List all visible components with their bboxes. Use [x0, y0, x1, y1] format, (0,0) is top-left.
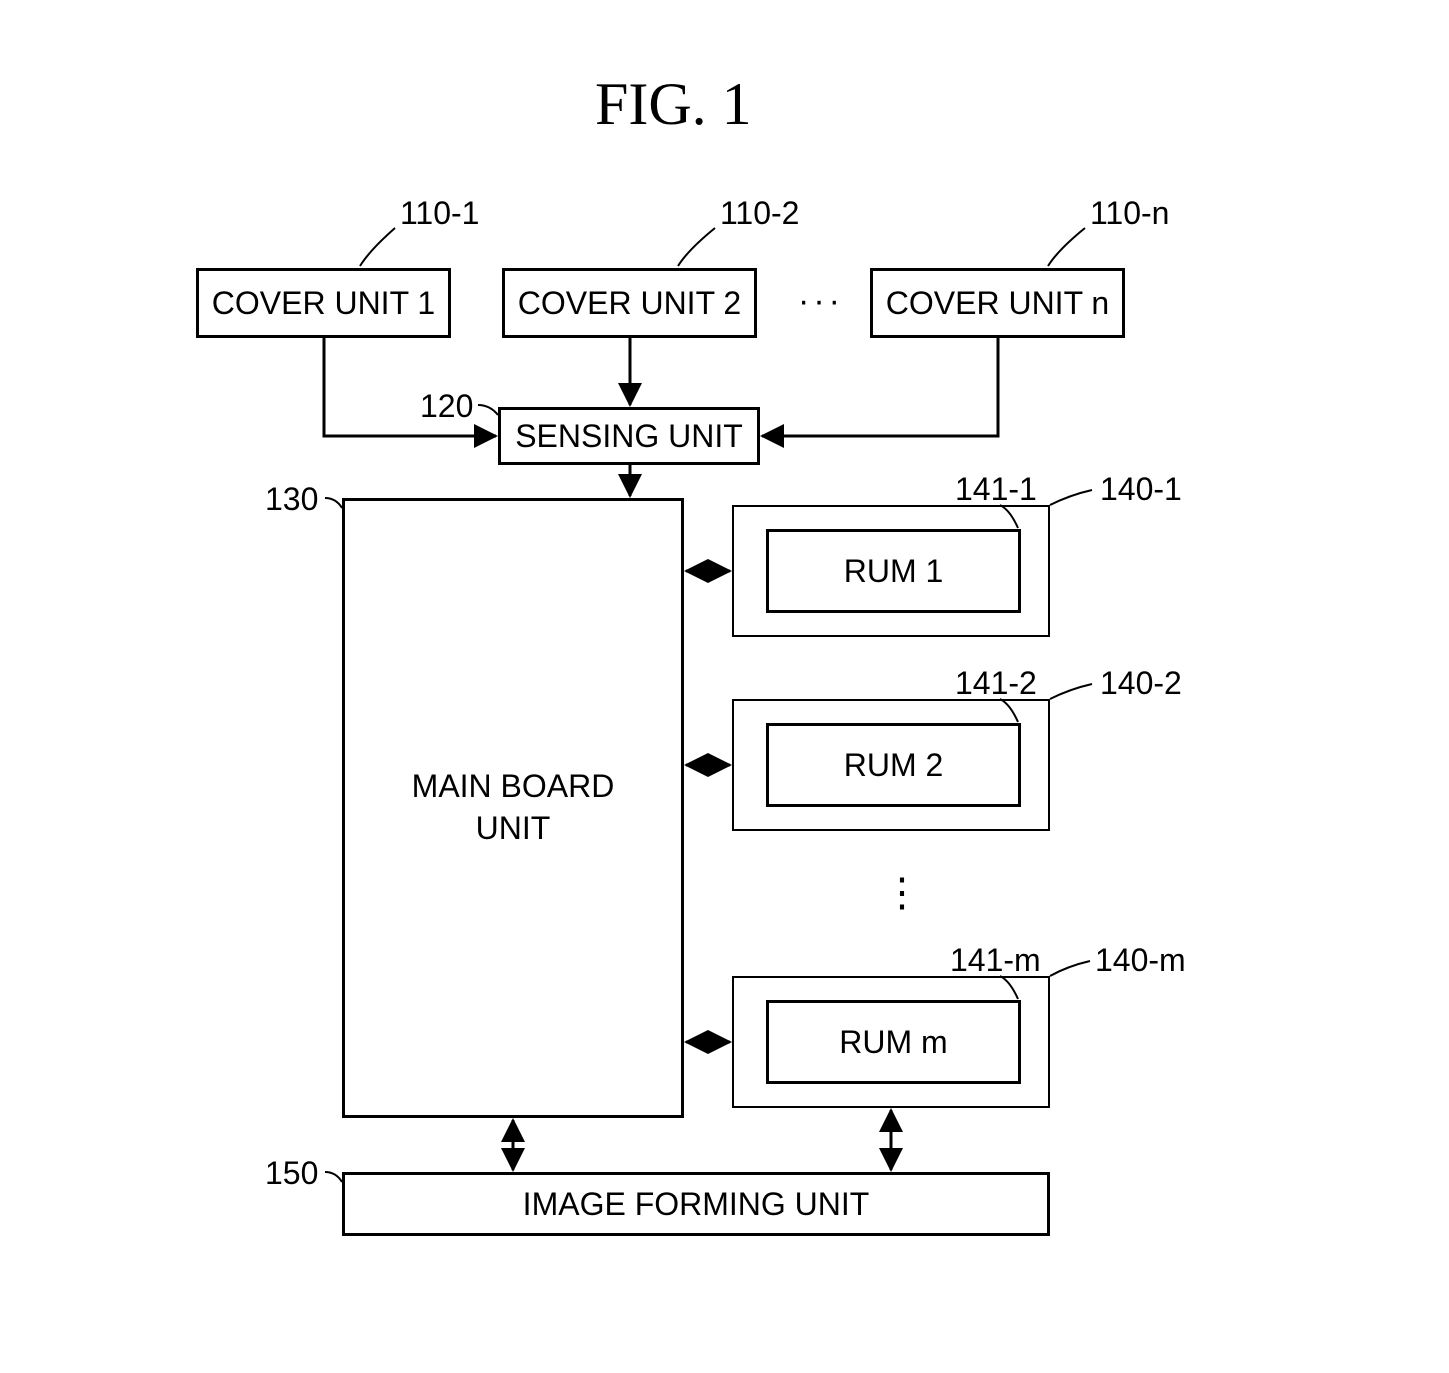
ref-label-141-m: 141-m	[950, 942, 1041, 979]
node-label: COVER UNIT n	[886, 285, 1109, 322]
node-rum-2: RUM 2	[766, 723, 1021, 807]
node-main-board-unit: MAIN BOARD UNIT	[342, 498, 684, 1118]
node-cover-unit-1: COVER UNIT 1	[196, 268, 451, 338]
node-rum-1: RUM 1	[766, 529, 1021, 613]
node-label: RUM 1	[844, 553, 944, 590]
ref-label-110-2: 110-2	[720, 195, 799, 232]
ref-label-140-m: 140-m	[1095, 942, 1186, 979]
ref-label-130: 130	[265, 481, 318, 518]
figure-title: FIG. 1	[595, 70, 752, 139]
node-cover-unit-n: COVER UNIT n	[870, 268, 1125, 338]
ref-label-110-n: 110-n	[1090, 195, 1169, 232]
ellipsis-cover-units: ···	[798, 282, 844, 321]
node-cover-unit-2: COVER UNIT 2	[502, 268, 757, 338]
node-label: RUM m	[839, 1024, 947, 1061]
node-label: COVER UNIT 2	[518, 285, 741, 322]
ref-label-120: 120	[420, 388, 473, 425]
node-label: RUM 2	[844, 747, 944, 784]
node-label: COVER UNIT 1	[212, 285, 435, 322]
node-image-forming-unit: IMAGE FORMING UNIT	[342, 1172, 1050, 1236]
node-rum-m: RUM m	[766, 1000, 1021, 1084]
diagram-canvas: FIG. 1 COVER UNIT 1 COVER UNIT 2 COVER U…	[0, 0, 1449, 1373]
ref-label-140-2: 140-2	[1100, 665, 1182, 702]
ref-label-141-1: 141-1	[955, 471, 1037, 508]
ref-label-150: 150	[265, 1155, 318, 1192]
node-label: IMAGE FORMING UNIT	[523, 1186, 870, 1223]
ref-label-140-1: 140-1	[1100, 471, 1182, 508]
ref-label-110-1: 110-1	[400, 195, 479, 232]
ellipsis-rum-units: ⋮	[882, 870, 922, 916]
node-sensing-unit: SENSING UNIT	[498, 407, 760, 465]
ref-label-141-2: 141-2	[955, 665, 1037, 702]
node-label: MAIN BOARD UNIT	[383, 766, 643, 849]
node-label: SENSING UNIT	[515, 418, 743, 455]
